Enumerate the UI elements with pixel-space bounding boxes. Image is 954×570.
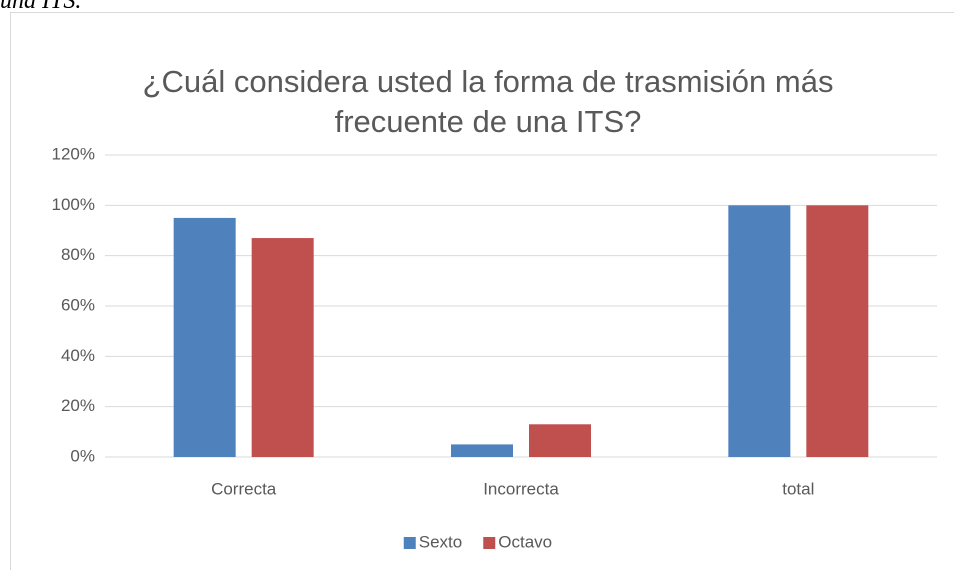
bar	[806, 205, 869, 457]
chart-title: ¿Cuál considera usted la forma de trasmi…	[142, 64, 834, 139]
y-tick-label: 60%	[61, 295, 95, 314]
bar	[173, 217, 236, 457]
legend-label: Sexto	[419, 532, 462, 551]
bar	[728, 205, 791, 457]
legend-label: Octavo	[498, 532, 552, 551]
chart-frame	[10, 12, 954, 570]
legend-swatch	[403, 537, 416, 549]
x-tick-label: Incorrecta	[483, 479, 559, 498]
x-tick-label: Correcta	[211, 479, 277, 498]
y-tick-label: 0%	[70, 446, 95, 465]
y-tick-label: 120%	[52, 144, 95, 163]
bar	[451, 444, 513, 457]
y-tick-label: 20%	[61, 396, 95, 415]
y-tick-label: 80%	[61, 245, 95, 264]
bar	[529, 424, 591, 457]
bar	[251, 238, 314, 457]
caption: una ITS.	[0, 0, 82, 14]
y-tick-label: 100%	[52, 195, 95, 214]
x-tick-label: total	[782, 479, 814, 498]
legend-swatch	[483, 537, 496, 549]
y-tick-label: 40%	[61, 346, 95, 365]
